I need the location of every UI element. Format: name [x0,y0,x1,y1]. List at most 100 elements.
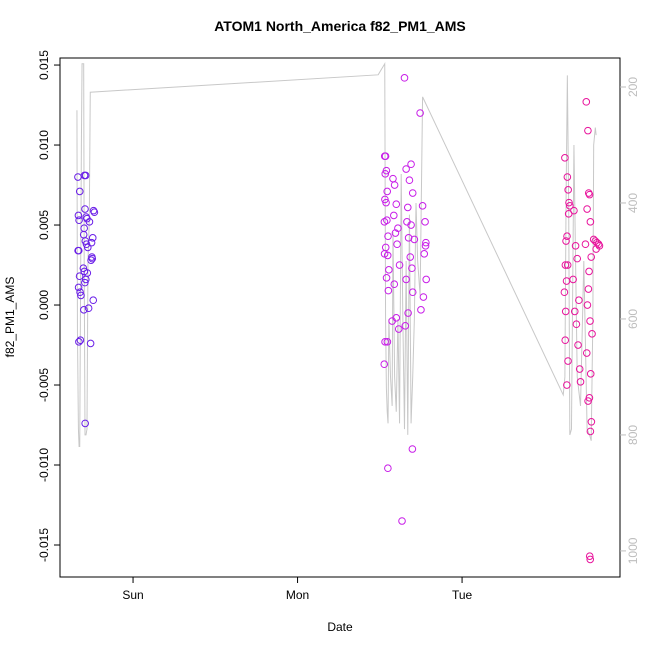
point [561,307,570,316]
point [79,264,88,273]
point [81,205,89,213]
point [561,336,570,345]
point [576,378,585,386]
point [564,186,572,194]
point [381,195,389,204]
y2-tick-label: 400 [626,193,640,213]
y-tick-label: -0.010 [37,448,51,482]
point [586,317,594,325]
point [404,234,413,242]
point [563,232,571,241]
point [575,296,583,305]
point [382,198,390,207]
point [416,109,424,117]
plot-frame [59,57,621,578]
point [75,187,84,196]
point [389,174,397,183]
point [395,261,404,269]
point [81,419,89,428]
point [388,317,396,325]
point [88,254,97,263]
point [75,216,83,225]
point [394,224,402,233]
point [408,288,417,297]
y-tick-label: -0.005 [37,368,51,402]
x-tick-label: Mon [286,588,309,602]
point [592,245,600,253]
point [563,381,571,389]
point [563,261,572,269]
point [565,198,573,207]
point [407,160,415,169]
y-tick-label: 0.015 [37,50,51,80]
point [381,170,390,178]
point [384,286,393,295]
point [422,275,431,284]
point [570,307,579,316]
point [422,238,430,247]
y-tick-label: 0.005 [37,210,51,240]
point [398,517,406,525]
x-tick-label: Tue [452,588,473,602]
point [405,176,414,185]
point [564,357,572,365]
point [382,274,391,282]
y2-tick-label: 600 [626,309,640,329]
point [383,338,392,346]
point [74,246,83,255]
point [77,291,85,300]
point [74,173,82,181]
point [384,464,392,473]
point [584,126,592,135]
point [402,275,410,284]
point [86,339,95,348]
point [587,253,596,261]
point [80,306,88,314]
point [389,211,398,220]
y2-tick-label: 800 [626,425,640,445]
point [381,338,389,346]
point [381,152,390,161]
point [392,200,401,209]
point [75,338,83,346]
point [586,427,595,436]
point [586,218,595,226]
point [575,365,584,373]
point [419,293,428,301]
point [394,325,403,333]
point [586,555,595,564]
point [406,253,415,261]
plot-area [74,61,604,564]
point [570,206,578,215]
point [583,205,591,213]
point [566,202,574,210]
point [385,266,393,274]
line [76,61,597,448]
point [581,240,590,249]
point [408,264,416,273]
point [418,202,427,210]
point [383,216,391,225]
point [588,330,596,338]
point [562,237,570,245]
point [85,218,94,226]
x-axis-label: Date [327,620,353,634]
point [584,397,592,405]
point [585,267,593,276]
y2-tick-label: 200 [626,77,640,97]
point [582,349,591,357]
point [401,322,410,330]
x-tick-label: Sun [122,588,143,602]
point [390,280,399,289]
point [569,275,577,284]
point [390,181,399,189]
point [563,173,572,181]
y-tick-label: -0.015 [37,528,51,562]
point [402,165,410,173]
point [74,211,83,220]
point [572,320,581,329]
y-axis-label: f82_PM1_AMS [3,277,17,358]
point [574,341,582,349]
y-tick-label: 0.000 [37,290,51,320]
